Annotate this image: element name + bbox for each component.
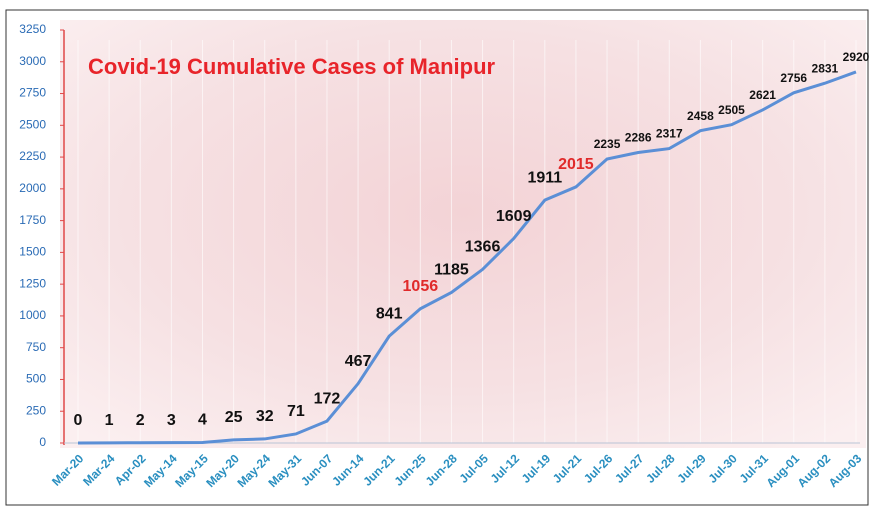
value-label: 2505 (718, 103, 745, 117)
value-label: 4 (198, 412, 207, 429)
value-label: 2235 (594, 137, 621, 151)
y-tick-label: 3250 (19, 22, 46, 36)
value-label: 0 (74, 412, 83, 429)
value-label: 2 (136, 412, 145, 429)
value-label: 2621 (749, 88, 776, 102)
chart: 0250500750100012501500175020002250250027… (0, 0, 877, 516)
y-tick-label: 2250 (19, 149, 46, 163)
value-label: 841 (376, 305, 403, 322)
value-label: 1366 (465, 239, 501, 256)
value-label: 25 (225, 409, 243, 426)
value-label: 1911 (527, 169, 562, 186)
y-tick-label: 500 (26, 372, 46, 386)
value-label: 2458 (687, 109, 714, 123)
value-label: 2831 (812, 61, 839, 75)
y-tick-label: 250 (26, 403, 46, 417)
y-tick-label: 2750 (19, 86, 46, 100)
value-label: 2015 (558, 156, 594, 173)
value-label: 2286 (625, 131, 652, 145)
y-tick-label: 1750 (19, 213, 46, 227)
value-label: 1056 (403, 278, 439, 295)
value-label: 2317 (656, 127, 683, 141)
value-label: 71 (287, 403, 305, 420)
y-tick-label: 1500 (19, 245, 46, 259)
value-label: 2920 (843, 50, 870, 64)
y-tick-label: 3000 (19, 54, 46, 68)
y-tick-label: 2000 (19, 181, 46, 195)
y-tick-label: 2500 (19, 117, 46, 131)
value-label: 1 (105, 412, 114, 429)
value-label: 1185 (434, 262, 469, 279)
value-label: 32 (256, 408, 274, 425)
value-label: 467 (345, 353, 372, 370)
y-tick-label: 1250 (19, 276, 46, 290)
y-tick-label: 1000 (19, 308, 46, 322)
plot-background (60, 20, 866, 448)
y-tick-label: 750 (26, 340, 46, 354)
value-label: 172 (314, 390, 341, 407)
value-label: 3 (167, 412, 176, 429)
value-label: 1609 (496, 208, 532, 225)
y-tick-label: 0 (39, 435, 46, 449)
value-label: 2756 (780, 71, 807, 85)
chart-title: Covid-19 Cumulative Cases of Manipur (88, 54, 496, 79)
